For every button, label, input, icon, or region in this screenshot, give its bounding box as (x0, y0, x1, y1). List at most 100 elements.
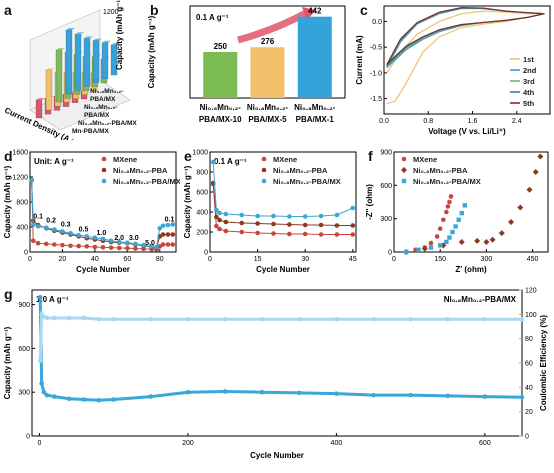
d-point (165, 232, 171, 237)
b-data-label: 442 (308, 7, 322, 16)
e-point (239, 229, 245, 235)
y-tick-label: 300 (380, 216, 392, 223)
x-tick-label: 0 (37, 440, 41, 447)
f-point (428, 245, 434, 250)
a-bar (101, 42, 109, 79)
panel-f: f 0 150 300 450 0 300 600 900 -Z'' (ohm) Z' (ohm)… (360, 146, 554, 282)
y-tick-label: 600 (18, 346, 30, 353)
b-trend-arrow (237, 8, 310, 44)
y-tick-label: 0 (24, 250, 28, 257)
f-point (532, 169, 539, 175)
legend-label: 3rd (523, 77, 535, 86)
x-tick-label: 80 (156, 256, 164, 263)
g-series-line (38, 297, 523, 402)
x-tick-label: 0 (208, 256, 212, 263)
g-point (519, 395, 525, 400)
b-data-label: 276 (261, 37, 275, 46)
d-point (157, 225, 163, 231)
d-point (76, 243, 81, 249)
g-y2label: Coulombic Efficiency (%) (539, 315, 548, 411)
c-ylabel: Current (mA) (355, 35, 364, 85)
y-tick-label: 300 (18, 390, 30, 397)
g-point (41, 389, 47, 395)
d-rate-annotation: 0.5 (79, 226, 89, 233)
e-point (217, 226, 222, 232)
g-point (185, 389, 191, 395)
y-tick-label: 1000 (192, 150, 208, 157)
e-point (223, 219, 229, 225)
d-rate-annotation: 0.3 (61, 221, 71, 228)
d-point (30, 238, 36, 244)
g-point (51, 315, 57, 321)
g-point (296, 390, 302, 396)
d-point (116, 245, 122, 251)
chart-f: 0 150 300 450 0 300 600 900 -Z'' (ohm) Z' (ohm) MX… (365, 150, 549, 274)
g-point (148, 316, 154, 322)
g-point (408, 316, 413, 322)
a-bar (65, 29, 73, 95)
x-tick-label: 0.0 (379, 118, 389, 125)
panel-label: g (4, 286, 13, 302)
legend-swatch (101, 156, 107, 162)
d-point (125, 245, 130, 251)
panel-label: f (368, 148, 373, 164)
d-point (60, 242, 65, 248)
g-point (148, 394, 154, 399)
g-point (222, 316, 228, 322)
legend-label: Ni₀.₈Mn₀.₂-PBA (273, 166, 328, 175)
legend-swatch (401, 178, 407, 184)
d-point (68, 230, 73, 236)
x-tick-label: 20 (59, 256, 67, 263)
g-point (334, 391, 339, 396)
plot-frame (393, 151, 549, 253)
y2-tick-label: 120 (525, 288, 537, 295)
f-point (526, 186, 533, 193)
g-point (111, 316, 116, 322)
d-point (100, 236, 106, 242)
d-point (92, 235, 98, 240)
d-point (29, 177, 34, 183)
b-category-label: Ni₀.₈Mn₀.₂- (247, 103, 289, 112)
d-point (84, 234, 90, 239)
y-tick-label: -1.0 (370, 70, 382, 77)
plot-frame (31, 289, 523, 437)
a-bar (35, 99, 43, 119)
x-tick-label: 450 (527, 256, 539, 263)
b-data-label: 250 (214, 42, 228, 51)
y-tick-label: 600 (380, 183, 392, 190)
y2-tick-label: 80 (525, 336, 533, 343)
f-point (416, 247, 421, 252)
g-point (96, 397, 102, 403)
d-point (165, 222, 171, 228)
b-bar (297, 16, 332, 99)
legend-label: Ni₀.₈Mn₀.₂-PBA/MX (113, 177, 180, 186)
e-xlabel: Cycle Number (256, 265, 310, 274)
y2-tick-label: 20 (525, 409, 533, 416)
d-point (43, 241, 49, 247)
g-point (96, 316, 102, 322)
b-rate: 0.1 A g⁻¹ (196, 13, 229, 22)
a-legend-item: Ni₀.₈Mn₀.₂-PBA/MX (90, 88, 124, 103)
x-tick-label: 60 (123, 256, 131, 263)
legend-swatch (101, 178, 107, 184)
g-point (51, 394, 57, 399)
g-point (66, 396, 72, 402)
e-point (302, 222, 308, 228)
g-point (44, 315, 50, 321)
a-legend: Ni₀.₈Mn₀.₂-PBA/MX Ni₀.₈Mn₀.₂-PBA/MX Ni₀.… (72, 88, 138, 136)
y-tick-label: 1600 (12, 150, 28, 157)
e-point (271, 213, 276, 219)
x-tick-label: 300 (481, 256, 493, 263)
legend-label: 2nd (523, 66, 537, 75)
y-tick-label: 900 (380, 150, 392, 157)
e-point (302, 214, 308, 219)
legend-swatch (261, 178, 267, 184)
e-point (210, 159, 216, 165)
y-tick-label: 0 (204, 250, 208, 257)
panel-e: e 0 15 30 45 0 200 400 600 800 1000 Capacity (mAh … (180, 146, 360, 282)
x-tick-label: 40 (91, 256, 99, 263)
x-tick-label: 2.4 (512, 118, 522, 125)
g-point (296, 316, 302, 322)
g-point (111, 397, 116, 402)
